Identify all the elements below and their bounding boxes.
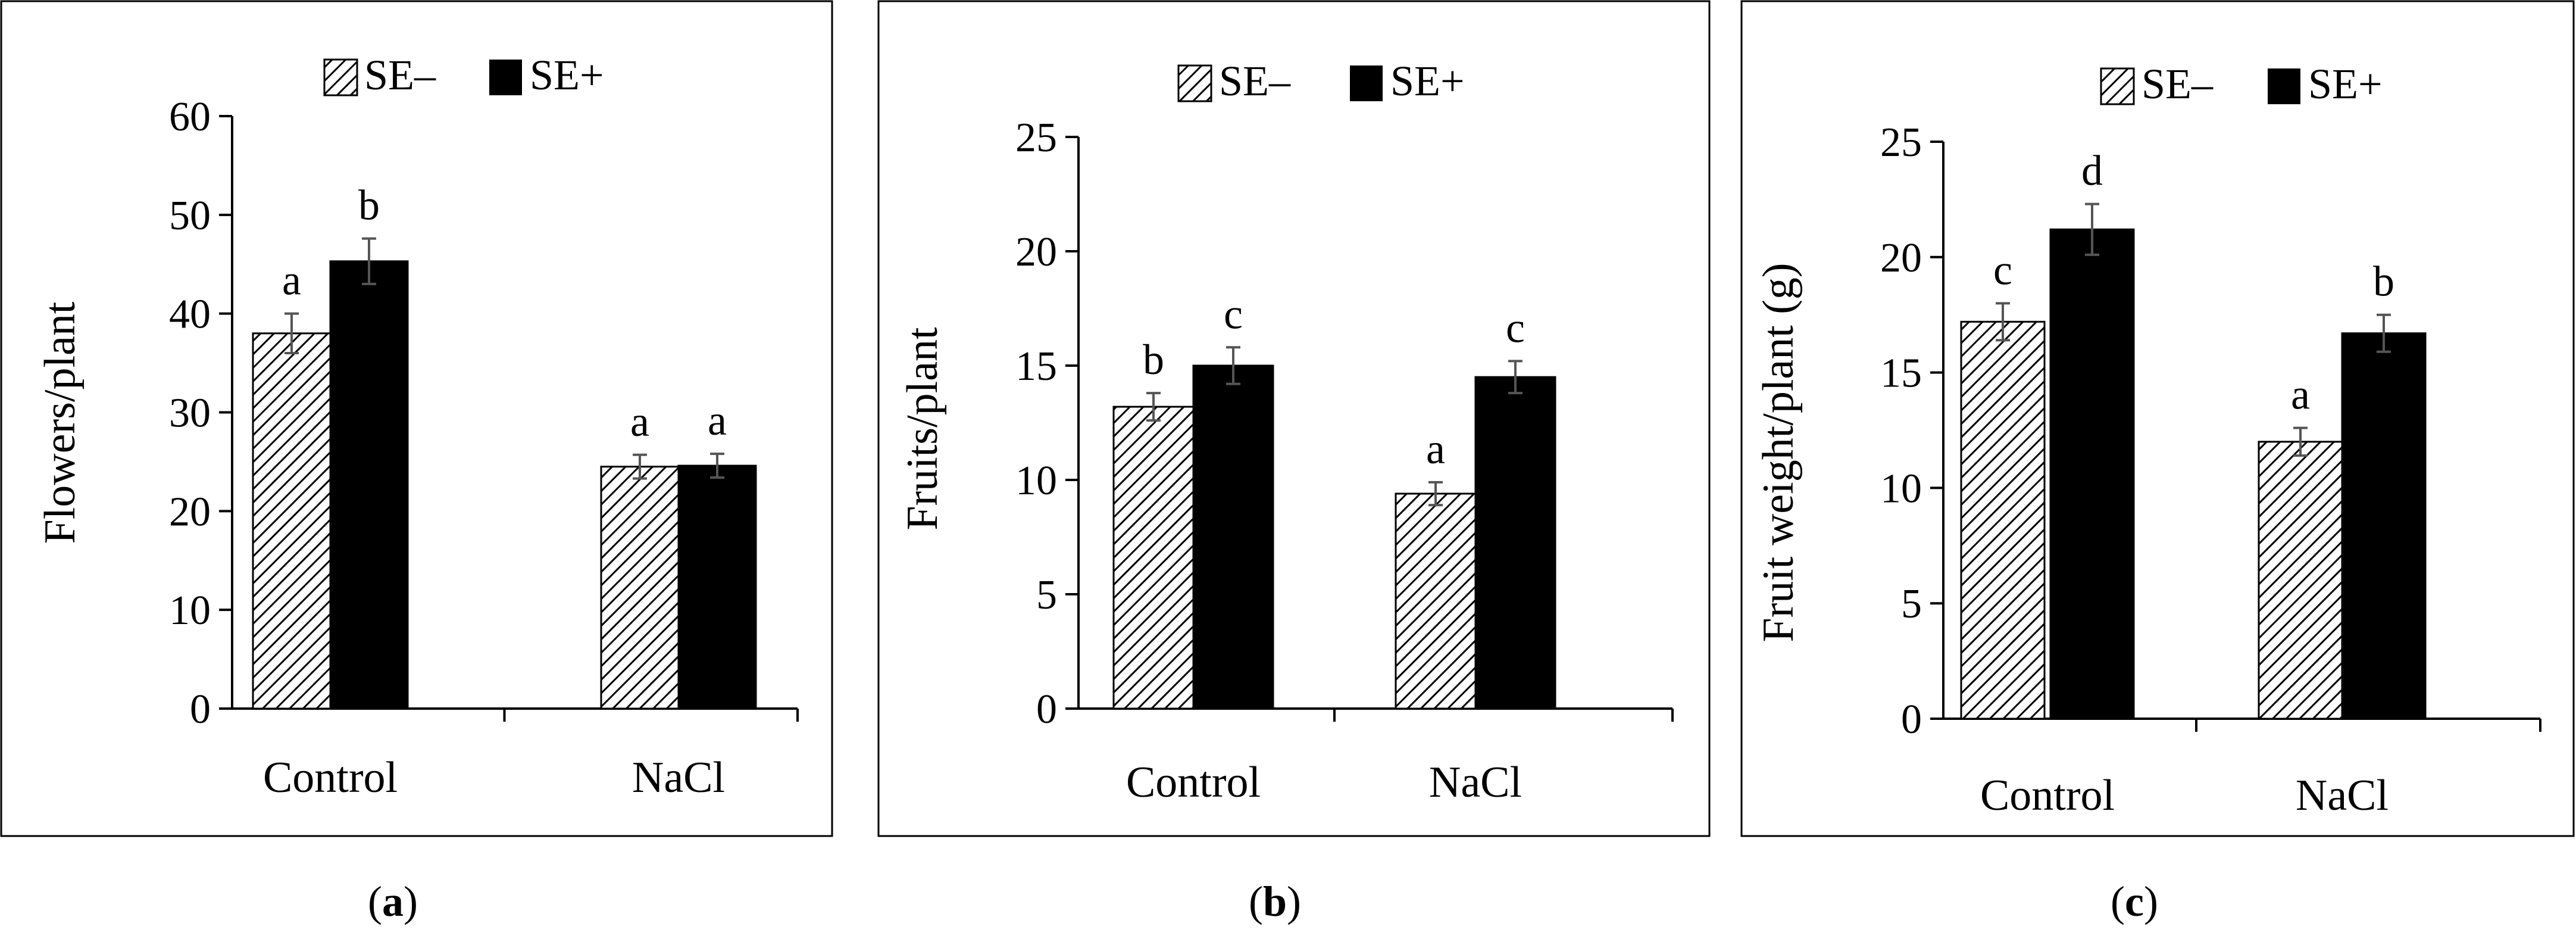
significance-letter: a [1426,425,1445,473]
panel-frame [877,0,1711,837]
x-category-label: Control [1126,758,1261,807]
legend-swatch-se-minus [2100,67,2135,105]
bar-se-plus [2049,228,2135,720]
y-tick-label: 25 [1015,115,1057,161]
plot-area: 0 5 10 15 20 25 Control NaCl b a c c [1015,115,1674,807]
panel-label: (a) [368,878,418,925]
y-tick-label: 30 [169,391,211,436]
legend-swatch-se-minus [1177,64,1212,102]
legend: SE– SE+ [1177,57,1465,105]
bar-se-minus [252,332,332,710]
panel-frame [0,0,833,837]
panel-label: (c) [2111,878,2158,925]
x-category-label: NaCl [632,753,725,802]
y-tick-label: 20 [1015,229,1057,275]
x-category-label: NaCl [1429,758,1522,807]
y-tick-label: 15 [1015,344,1057,389]
significance-letter: a [708,397,727,444]
panel-label: (b) [1249,878,1301,925]
bar-se-plus [329,260,409,710]
legend: SE– SE+ [323,51,604,99]
legend-label-se-minus: SE– [364,51,436,99]
significance-letter: d [2081,147,2103,195]
legend-swatch-se-plus [1350,65,1383,101]
significance-letter: a [2291,371,2310,419]
x-category-label: NaCl [2296,771,2389,820]
bar-se-plus [2341,332,2427,720]
legend-label-se-plus: SE+ [1390,57,1465,105]
significance-letter: a [630,398,649,445]
bar-se-plus [1474,376,1556,710]
plot-area: 0 10 20 30 40 50 60 Control NaCl a a b a [169,94,799,802]
y-tick-label: 10 [1015,458,1057,504]
y-tick-label: 50 [169,193,211,239]
y-tick-label: 20 [169,489,211,535]
plot-area: 0 5 10 15 20 25 Control NaCl c a d b [1880,120,2541,820]
significance-letter: c [1993,246,2012,294]
y-tick-label: 20 [1880,235,1922,281]
legend-label-se-plus: SE+ [2308,60,2383,108]
y-tick-label: 5 [1901,581,1922,627]
bar-se-plus [677,464,757,710]
legend-label-se-minus: SE– [2142,60,2214,108]
y-axis-label: Fruit weight/plant (g) [1754,263,1803,642]
y-tick-label: 0 [1901,697,1922,743]
y-tick-label: 60 [169,94,211,140]
y-tick-label: 5 [1036,572,1057,618]
panel-a: SE– SE+ Flowers/plant 0 10 20 30 40 50 60 Contr… [0,0,833,925]
x-category-label: Control [1980,771,2115,820]
bar-se-minus [1112,406,1195,710]
significance-letter: b [2373,258,2394,305]
significance-letter: c [1506,304,1525,351]
legend-swatch-se-plus [489,60,522,95]
legend-label-se-plus: SE+ [530,51,604,99]
bar-se-minus [600,466,680,710]
y-tick-label: 10 [1880,466,1922,511]
panel-c: SE– SE+ Fruit weight/plant (g) 0 5 10 15 20 2… [1740,0,2575,925]
panel-frame [1740,0,2575,837]
significance-letter: c [1224,290,1243,338]
y-tick-label: 40 [169,292,211,338]
significance-letter: b [1143,336,1164,383]
x-category-label: Control [263,753,398,802]
y-tick-label: 10 [169,588,211,634]
y-axis-label: Flowers/plant [36,301,85,544]
bar-se-minus [2258,441,2343,720]
bar-se-minus [1395,492,1477,710]
significance-letter: a [282,257,301,304]
y-tick-label: 0 [190,687,211,732]
y-tick-label: 25 [1880,120,1922,166]
y-tick-label: 15 [1880,351,1922,397]
panel-b: SE– SE+ Fruits/plant 0 5 10 15 20 25 Control Na… [877,0,1711,925]
y-axis-label: Fruits/plant [898,327,947,531]
legend-swatch-se-minus [323,58,358,96]
legend-swatch-se-plus [2268,68,2300,104]
legend-label-se-minus: SE– [1219,57,1291,105]
significance-letter: b [358,182,380,229]
legend: SE– SE+ [2100,60,2383,108]
bar-se-minus [1960,320,2046,720]
bar-se-plus [1192,364,1274,710]
y-tick-label: 0 [1036,687,1057,732]
